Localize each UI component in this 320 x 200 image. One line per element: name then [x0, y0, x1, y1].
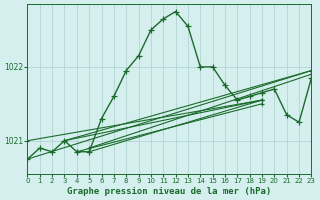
- X-axis label: Graphe pression niveau de la mer (hPa): Graphe pression niveau de la mer (hPa): [67, 187, 272, 196]
